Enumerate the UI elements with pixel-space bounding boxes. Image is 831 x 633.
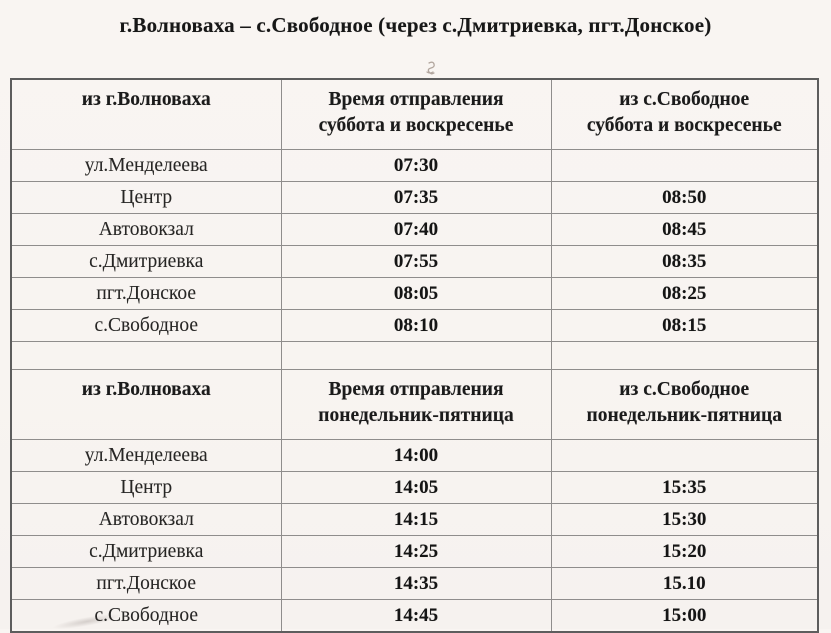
depart-time-cell: 14:00 bbox=[280, 439, 552, 472]
return-time-cell bbox=[550, 149, 819, 182]
header-line: Время отправления bbox=[328, 379, 504, 400]
return-time-cell: 08:50 bbox=[550, 181, 819, 214]
empty-cell bbox=[280, 341, 552, 370]
weekend-header-row: из г.Волноваха Время отправления суббота… bbox=[10, 78, 819, 150]
ink-mark-artifact bbox=[426, 61, 435, 75]
table-row: ул.Менделеева 14:00 bbox=[10, 439, 819, 472]
spacer-row bbox=[10, 341, 819, 370]
return-time-cell: 15.10 bbox=[550, 567, 819, 600]
header-line: понедельник-пятница bbox=[586, 405, 782, 426]
depart-time-cell: 07:30 bbox=[280, 149, 552, 182]
return-time-cell: 08:15 bbox=[550, 309, 819, 342]
return-time-cell: 15:30 bbox=[550, 503, 819, 536]
from-village-header: из с.Свободное понедельник-пятница bbox=[550, 369, 819, 440]
from-village-header: из с.Свободное суббота и воскресенье bbox=[550, 78, 819, 150]
return-time-cell: 08:45 bbox=[550, 213, 819, 246]
stop-cell: Автовокзал bbox=[10, 503, 282, 536]
table-row: пгт.Донское 08:05 08:25 bbox=[10, 277, 819, 310]
header-line: Время отправления bbox=[328, 89, 504, 110]
table-row: ул.Менделеева 07:30 bbox=[10, 149, 819, 182]
table-row: Центр 14:05 15:35 bbox=[10, 471, 819, 504]
header-line: из г.Волноваха bbox=[81, 379, 211, 400]
depart-time-cell: 07:55 bbox=[280, 245, 552, 278]
weekday-header-row: из г.Волноваха Время отправления понедел… bbox=[10, 369, 819, 440]
depart-time-cell: 14:05 bbox=[280, 471, 552, 504]
depart-time-cell: 08:10 bbox=[280, 309, 552, 342]
depart-time-cell: 14:15 bbox=[280, 503, 552, 536]
from-city-header: из г.Волноваха bbox=[10, 369, 282, 440]
stop-cell: с.Свободное bbox=[10, 599, 282, 633]
table-row: с.Дмитриевка 14:25 15:20 bbox=[10, 535, 819, 568]
return-time-cell bbox=[550, 439, 819, 472]
header-line: понедельник-пятница bbox=[318, 405, 514, 426]
depart-time-cell: 14:25 bbox=[280, 535, 552, 568]
table-row: пгт.Донское 14:35 15.10 bbox=[10, 567, 819, 600]
table-row: Автовокзал 14:15 15:30 bbox=[10, 503, 819, 536]
header-line: суббота и воскресенье bbox=[586, 115, 782, 136]
table-row: с.Дмитриевка 07:55 08:35 bbox=[10, 245, 819, 278]
depart-time-cell: 07:40 bbox=[280, 213, 552, 246]
stop-cell: с.Дмитриевка bbox=[10, 535, 282, 568]
stop-cell: с.Свободное bbox=[10, 309, 282, 342]
stop-cell: Центр bbox=[10, 181, 282, 214]
stop-cell: пгт.Донское bbox=[10, 567, 282, 600]
table-row: с.Свободное 08:10 08:15 bbox=[10, 309, 819, 342]
return-time-cell: 15:20 bbox=[550, 535, 819, 568]
return-time-cell: 08:25 bbox=[550, 277, 819, 310]
departure-time-header: Время отправления понедельник-пятница bbox=[280, 369, 552, 440]
table-row: Автовокзал 07:40 08:45 bbox=[10, 213, 819, 246]
header-line: из с.Свободное bbox=[619, 379, 750, 400]
depart-time-cell: 08:05 bbox=[280, 277, 552, 310]
bus-schedule-table: из г.Волноваха Время отправления суббота… bbox=[10, 78, 819, 633]
empty-cell bbox=[550, 341, 819, 370]
stop-cell: с.Дмитриевка bbox=[10, 245, 282, 278]
header-line: суббота и воскресенье bbox=[318, 115, 514, 136]
header-line: из г.Волноваха bbox=[81, 89, 211, 110]
stop-cell: пгт.Донское bbox=[10, 277, 282, 310]
header-line: из с.Свободное bbox=[619, 89, 750, 110]
return-time-cell: 15:35 bbox=[550, 471, 819, 504]
depart-time-cell: 14:45 bbox=[280, 599, 552, 633]
return-time-cell: 15:00 bbox=[550, 599, 819, 633]
stop-cell: ул.Менделеева bbox=[10, 149, 282, 182]
empty-cell bbox=[10, 341, 282, 370]
stop-cell: Центр bbox=[10, 471, 282, 504]
table-row: Центр 07:35 08:50 bbox=[10, 181, 819, 214]
table-row: с.Свободное 14:45 15:00 bbox=[10, 599, 819, 633]
from-city-header: из г.Волноваха bbox=[10, 78, 282, 150]
stop-cell: Автовокзал bbox=[10, 213, 282, 246]
stop-cell: ул.Менделеева bbox=[10, 439, 282, 472]
depart-time-cell: 14:35 bbox=[280, 567, 552, 600]
departure-time-header: Время отправления суббота и воскресенье bbox=[280, 78, 552, 150]
depart-time-cell: 07:35 bbox=[280, 181, 552, 214]
return-time-cell: 08:35 bbox=[550, 245, 819, 278]
route-title: г.Волноваха – с.Свободное (через с.Дмитр… bbox=[119, 13, 712, 37]
